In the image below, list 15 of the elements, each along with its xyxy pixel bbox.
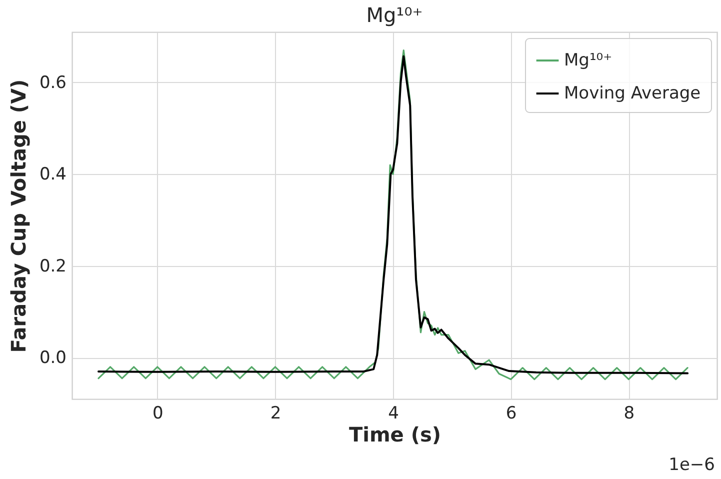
- legend-label: Moving Average: [564, 84, 701, 104]
- x-axis-title: Time (s): [348, 422, 442, 446]
- y-tick-label: 0.0: [39, 348, 66, 368]
- x-tick-label: 2: [270, 404, 282, 424]
- legend-label: Mg¹⁰⁺: [564, 50, 612, 70]
- x-tick-label: 4: [388, 404, 399, 424]
- y-tick-label: 0.6: [39, 72, 66, 93]
- x-tick-label: 8: [624, 404, 635, 424]
- x-tick-label: 6: [506, 404, 517, 424]
- y-tick-label: 0.4: [39, 164, 66, 185]
- y-tick-label: 0.2: [39, 256, 66, 276]
- text: 1e−6: [668, 455, 715, 475]
- x-tick-label: 0: [152, 404, 164, 424]
- chart-title: Mg¹⁰⁺: [366, 3, 423, 27]
- y-axis-title: Faraday Cup Voltage (V): [6, 79, 30, 353]
